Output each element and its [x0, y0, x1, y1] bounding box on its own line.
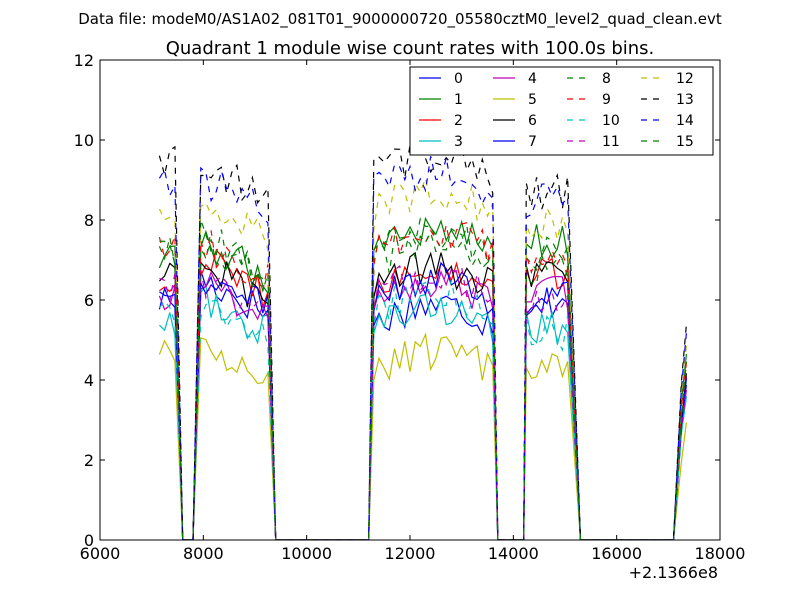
- series-line-8: [158, 217, 687, 540]
- legend-label-3: 3: [454, 134, 463, 150]
- plot-area: 6000 8000 10000 12000 14000 16000 180000246810…: [74, 51, 746, 563]
- x-tick-label: 12000: [385, 544, 436, 563]
- y-tick-label: 12: [74, 51, 94, 70]
- legend-label-13: 13: [676, 92, 694, 108]
- series-line-3: [158, 284, 687, 540]
- legend-label-12: 12: [676, 71, 694, 87]
- series-line-0: [158, 270, 687, 540]
- x-tick-label: 10000: [281, 544, 332, 563]
- legend-label-2: 2: [454, 113, 463, 129]
- x-offset-label: +2.1366e8: [629, 563, 718, 582]
- y-tick-label: 10: [74, 131, 94, 150]
- series-line-15: [159, 227, 687, 540]
- series-line-4: [158, 268, 687, 540]
- y-tick-label: 0: [84, 531, 94, 550]
- series-line-6: [158, 251, 687, 540]
- legend-label-10: 10: [602, 113, 620, 129]
- x-tick-label: 6000: [80, 544, 121, 563]
- legend-label-0: 0: [454, 71, 463, 87]
- legend-label-5: 5: [528, 92, 537, 108]
- legend-label-4: 4: [528, 71, 537, 87]
- legend-box: [409, 66, 714, 156]
- axis-ticks: 6000 8000 10000 12000 14000 16000 180000246810…: [74, 51, 746, 563]
- series-line-5: [158, 332, 687, 540]
- series-line-11: [159, 265, 687, 540]
- series-line-7: [159, 261, 687, 540]
- x-tick-label: 8000: [183, 544, 224, 563]
- suptitle: Data file: modeM0/AS1A02_081T01_90000007…: [78, 10, 722, 29]
- x-tick-label: 18000: [695, 544, 746, 563]
- legend-label-14: 14: [676, 113, 694, 129]
- series-line-1: [158, 216, 687, 540]
- y-tick-label: 2: [84, 451, 94, 470]
- chart-title: Quadrant 1 module wise count rates with …: [166, 38, 655, 59]
- legend-label-6: 6: [528, 113, 537, 129]
- x-tick-label: 14000: [488, 544, 539, 563]
- legend-label-8: 8: [602, 71, 611, 87]
- y-tick-label: 8: [84, 211, 94, 230]
- legend-label-15: 15: [676, 134, 694, 150]
- legend-label-9: 9: [602, 92, 611, 108]
- y-tick-label: 4: [84, 371, 94, 390]
- series-line-2: [159, 248, 687, 540]
- x-tick-label: 16000: [591, 544, 642, 563]
- series-line-9: [158, 222, 687, 540]
- legend-label-11: 11: [602, 134, 620, 150]
- series-line-14: [158, 156, 687, 540]
- legend-label-1: 1: [454, 92, 463, 108]
- legend-label-7: 7: [528, 134, 537, 150]
- series-line-10: [158, 280, 687, 540]
- series-lines: [158, 140, 687, 540]
- y-tick-label: 6: [84, 291, 94, 310]
